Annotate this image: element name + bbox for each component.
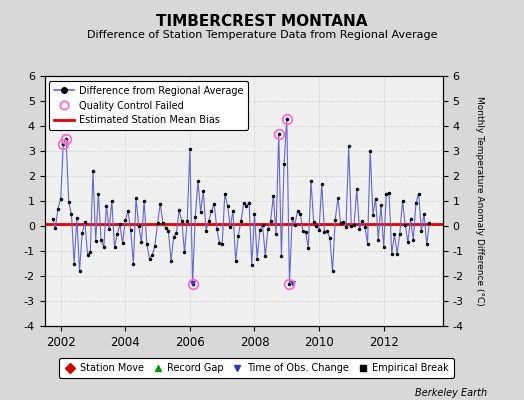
Text: TIMBERCREST MONTANA: TIMBERCREST MONTANA: [156, 14, 368, 29]
Text: Berkeley Earth: Berkeley Earth: [415, 388, 487, 398]
Y-axis label: Monthly Temperature Anomaly Difference (°C): Monthly Temperature Anomaly Difference (…: [475, 96, 484, 306]
Legend: Difference from Regional Average, Quality Control Failed, Estimated Station Mean: Difference from Regional Average, Qualit…: [49, 81, 248, 130]
Text: Difference of Station Temperature Data from Regional Average: Difference of Station Temperature Data f…: [87, 30, 437, 40]
Legend: Station Move, Record Gap, Time of Obs. Change, Empirical Break: Station Move, Record Gap, Time of Obs. C…: [60, 358, 454, 378]
